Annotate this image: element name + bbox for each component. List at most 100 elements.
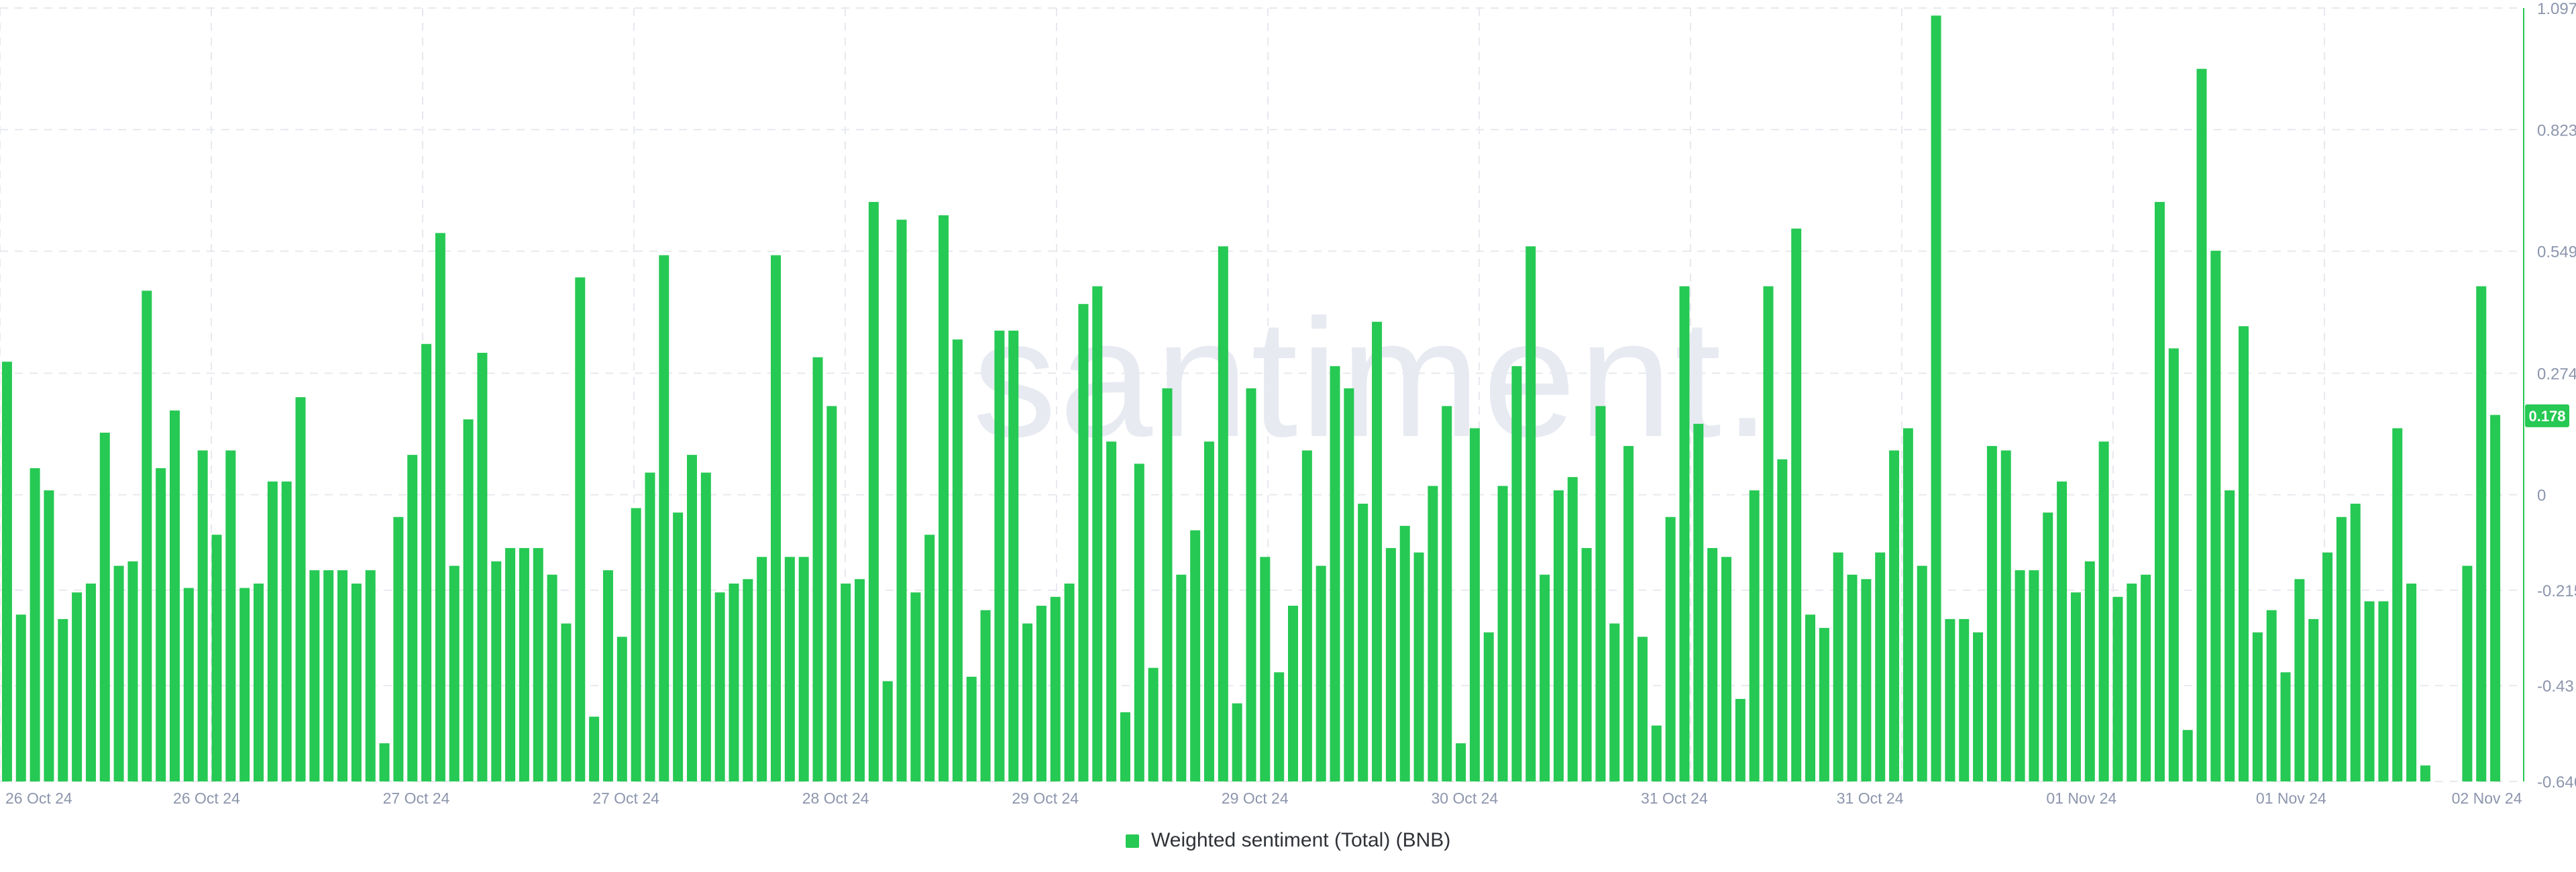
chart-legend[interactable]: Weighted sentiment (Total) (BNB) — [0, 829, 2576, 852]
bar[interactable] — [2043, 512, 2053, 781]
bar[interactable] — [2252, 632, 2263, 781]
bar[interactable] — [2098, 441, 2109, 781]
bar[interactable] — [1847, 574, 1858, 781]
bar[interactable] — [1106, 441, 1117, 781]
bar[interactable] — [99, 433, 110, 781]
bar[interactable] — [1344, 388, 1354, 781]
bar[interactable] — [2112, 596, 2123, 781]
bar[interactable] — [1274, 672, 1285, 781]
bar[interactable] — [1749, 490, 1760, 781]
bar[interactable] — [1679, 286, 1690, 781]
bar[interactable] — [855, 579, 865, 781]
bar[interactable] — [1316, 565, 1326, 781]
bar[interactable] — [211, 535, 222, 781]
bar[interactable] — [1511, 366, 1522, 781]
bar[interactable] — [435, 233, 445, 781]
bar[interactable] — [1763, 286, 1774, 781]
bar[interactable] — [323, 570, 334, 781]
bar[interactable] — [1623, 445, 1634, 781]
bar[interactable] — [1399, 525, 1410, 781]
bar[interactable] — [1581, 548, 1592, 781]
bar[interactable] — [2196, 68, 2207, 781]
bar[interactable] — [197, 450, 208, 781]
bar[interactable] — [1721, 557, 1731, 781]
bar[interactable] — [1232, 703, 1242, 781]
bar[interactable] — [966, 676, 977, 781]
bar[interactable] — [15, 614, 26, 781]
bar[interactable] — [2141, 574, 2151, 781]
bar[interactable] — [729, 583, 739, 781]
bar[interactable] — [1442, 406, 1452, 781]
bar[interactable] — [254, 583, 264, 781]
bar[interactable] — [1902, 428, 1913, 781]
bar[interactable] — [505, 548, 516, 781]
bar[interactable] — [30, 468, 40, 781]
bar[interactable] — [1931, 15, 1941, 781]
bar[interactable] — [1036, 606, 1046, 781]
bar[interactable] — [477, 352, 488, 781]
bar[interactable] — [85, 583, 96, 781]
bar[interactable] — [561, 623, 572, 782]
bar[interactable] — [113, 565, 124, 781]
bar[interactable] — [882, 681, 893, 782]
bar[interactable] — [1973, 632, 1984, 781]
bar[interactable] — [1917, 565, 1927, 781]
bar[interactable] — [2322, 552, 2333, 781]
bar[interactable] — [1372, 321, 1383, 781]
bar[interactable] — [491, 561, 502, 781]
bar[interactable] — [2476, 286, 2487, 781]
bar[interactable] — [351, 583, 362, 781]
bar[interactable] — [169, 410, 180, 781]
bar[interactable] — [267, 481, 278, 781]
bar[interactable] — [1525, 246, 1536, 782]
bar[interactable] — [616, 637, 627, 781]
bar[interactable] — [2308, 618, 2319, 781]
bar[interactable] — [1735, 698, 1746, 781]
bar[interactable] — [1008, 330, 1019, 781]
bar[interactable] — [1777, 459, 1788, 781]
bar[interactable] — [225, 450, 236, 781]
bar[interactable] — [463, 419, 474, 781]
bar[interactable] — [868, 202, 879, 782]
bar[interactable] — [841, 583, 851, 781]
bar[interactable] — [2490, 415, 2501, 781]
bar[interactable] — [714, 592, 725, 781]
bar[interactable] — [44, 490, 54, 781]
bar[interactable] — [575, 277, 586, 781]
bar[interactable] — [142, 290, 152, 781]
bar[interactable] — [2239, 326, 2249, 781]
bar[interactable] — [393, 516, 404, 781]
bar[interactable] — [994, 330, 1005, 781]
bar[interactable] — [1288, 606, 1299, 781]
bar[interactable] — [659, 255, 669, 782]
bar[interactable] — [295, 397, 306, 781]
bar[interactable] — [757, 557, 767, 781]
bar[interactable] — [1875, 552, 1886, 781]
bar[interactable] — [1176, 574, 1187, 781]
bar[interactable] — [183, 588, 194, 781]
bar[interactable] — [421, 343, 432, 781]
bar[interactable] — [2406, 583, 2417, 781]
bar[interactable] — [1203, 441, 1214, 781]
bar[interactable] — [2154, 202, 2165, 782]
bar[interactable] — [1, 362, 12, 781]
bar[interactable] — [1707, 548, 1718, 781]
bar[interactable] — [2392, 428, 2403, 781]
bar[interactable] — [771, 255, 782, 782]
bar[interactable] — [547, 574, 557, 781]
bar[interactable] — [1959, 618, 1970, 781]
bar[interactable] — [2280, 672, 2291, 781]
bar[interactable] — [1148, 667, 1159, 781]
bar[interactable] — [673, 512, 684, 781]
bar[interactable] — [309, 570, 320, 781]
bar[interactable] — [1651, 725, 1662, 781]
bar[interactable] — [2378, 601, 2389, 781]
bar[interactable] — [980, 610, 991, 781]
bar[interactable] — [1120, 712, 1130, 781]
bar[interactable] — [952, 339, 963, 781]
bar[interactable] — [1050, 596, 1061, 781]
bar[interactable] — [2294, 579, 2305, 781]
bar[interactable] — [784, 557, 795, 781]
bar[interactable] — [700, 472, 711, 781]
bar[interactable] — [938, 215, 949, 781]
